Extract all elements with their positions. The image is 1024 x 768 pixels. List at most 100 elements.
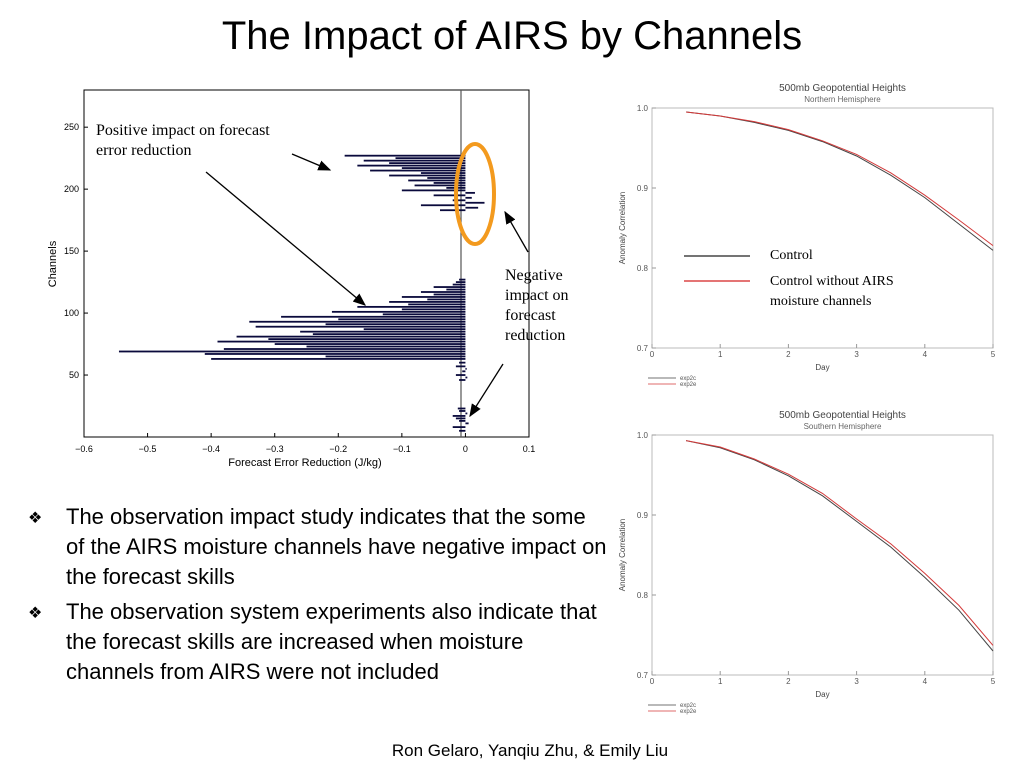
x-tick-label: 4	[923, 677, 928, 686]
legend-noairs-label: Control without AIRS moisture channels	[770, 274, 894, 309]
bar	[459, 361, 466, 364]
x-tick-label: 3	[854, 350, 859, 359]
bar	[408, 303, 466, 306]
bar	[427, 177, 466, 179]
bar	[408, 179, 466, 182]
x-tick-label: 0	[650, 350, 655, 359]
bar	[300, 330, 466, 333]
bullet-text: The observation impact study indicates t…	[66, 504, 607, 589]
bullet-item: ❖ The observation impact study indicates…	[28, 502, 608, 592]
x-tick-label: 2	[786, 350, 791, 359]
diamond-bullet-icon: ❖	[28, 605, 43, 622]
bar	[249, 320, 466, 323]
bar	[281, 315, 466, 318]
x-tick-label: −0.3	[266, 444, 284, 454]
bar	[452, 426, 466, 428]
y-tick-labels: 50 100 150 200 250	[64, 122, 88, 380]
bar	[459, 429, 466, 432]
bar	[433, 293, 466, 296]
y-tick-label: 1.0	[637, 431, 649, 440]
bar	[420, 204, 466, 207]
bar-ylabel: Channels	[47, 240, 59, 287]
bar	[455, 374, 466, 376]
bar	[465, 422, 469, 425]
bar	[452, 283, 466, 286]
chart-subtitle: Northern Hemisphere	[804, 95, 881, 104]
control-legend	[684, 255, 750, 282]
arrow-negative-bottom	[469, 363, 504, 418]
x-tick-label: 0.1	[523, 444, 536, 454]
bar	[459, 419, 466, 422]
bar	[357, 164, 466, 167]
bar	[465, 412, 468, 415]
bar	[401, 167, 466, 169]
arrow-negative-top	[504, 210, 529, 253]
bullet-text: The observation system experiments also …	[66, 599, 597, 684]
series-line-exp2e	[686, 111, 994, 246]
bullet-item: ❖ The observation system experiments als…	[28, 597, 608, 687]
y-tick-label: 0.8	[637, 264, 649, 273]
bar	[325, 323, 466, 326]
bar	[459, 278, 466, 281]
bar	[420, 291, 466, 293]
bullet-list: ❖ The observation impact study indicates…	[28, 502, 608, 692]
y-axis-label: Anomaly Correlation	[618, 519, 627, 591]
x-tick-label: −0.4	[202, 444, 220, 454]
x-tick-label: 5	[991, 350, 996, 359]
arrow-positive-lower	[205, 171, 366, 306]
bar	[389, 174, 466, 177]
bar	[465, 376, 468, 379]
y-tick-label: 200	[64, 184, 79, 194]
legend-control-label: Control	[770, 248, 813, 263]
legend-label: exp2e	[680, 382, 697, 388]
bar	[455, 281, 466, 283]
bar	[465, 191, 475, 194]
bar	[465, 196, 472, 199]
bar	[217, 340, 466, 343]
bar	[382, 313, 466, 316]
bar	[455, 365, 466, 368]
x-tick-label: 2	[786, 677, 791, 686]
bar	[395, 157, 466, 160]
x-tick-label: −0.1	[393, 444, 411, 454]
bar	[118, 350, 466, 353]
bar	[389, 301, 466, 303]
bar	[268, 338, 466, 340]
slide-title: The Impact of AIRS by Channels	[221, 14, 803, 58]
legend-label: exp2c	[680, 703, 696, 709]
y-tick-label: 250	[64, 122, 79, 132]
chart-title: 500mb Geopotential Heights	[779, 410, 906, 421]
bar	[420, 172, 466, 174]
chart-subtitle: Southern Hemisphere	[804, 422, 882, 431]
series-line-exp2e	[686, 440, 994, 646]
bar	[344, 154, 466, 157]
x-tick-label: 3	[854, 677, 859, 686]
plot-frame	[651, 107, 994, 349]
x-tick-labels: −0.6 −0.5 −0.4 −0.3 −0.2 −0.1 0 0.1	[75, 433, 535, 454]
bar	[433, 182, 466, 184]
chart-title: 500mb Geopotential Heights	[779, 83, 906, 94]
bar	[274, 343, 466, 345]
x-axis-label: Day	[815, 690, 829, 699]
y-axis-label: Anomaly Correlation	[618, 192, 627, 264]
series-line-exp2c	[686, 111, 994, 251]
y-tick-label: 0.8	[637, 591, 649, 600]
author-credit: Ron Gelaro, Yanqiu Zhu, & Emily Liu	[391, 741, 669, 760]
bar	[312, 333, 466, 336]
x-tick-label: 4	[923, 350, 928, 359]
bar	[457, 407, 466, 410]
bar	[462, 370, 466, 373]
y-tick-label: 150	[64, 246, 79, 256]
x-tick-label: 0	[650, 677, 655, 686]
bar	[433, 286, 466, 288]
bar	[446, 288, 466, 291]
bar	[255, 325, 466, 328]
bar	[363, 328, 466, 331]
bar	[331, 310, 466, 313]
y-tick-label: 0.7	[637, 344, 649, 353]
bar	[427, 298, 466, 301]
bar-chart-frame	[83, 89, 530, 438]
x-tick-label: 5	[991, 677, 996, 686]
